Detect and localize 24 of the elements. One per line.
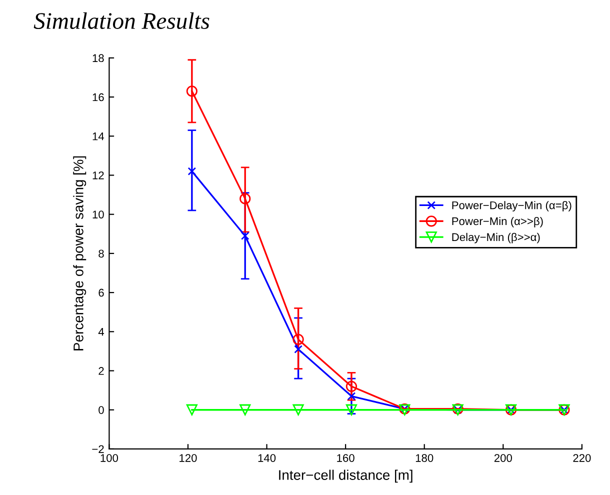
y-tick-label: 12 [92,171,104,180]
y-tick-label: 2 [98,367,104,375]
y-axis-title: Percentage of power saving [%] [73,156,86,350]
y-tick-label: 6 [98,288,104,297]
legend-label: Power−Min (α>>β) [452,216,543,228]
chart-title: Simulation Results [34,12,210,30]
legend-label: Power−Delay−Min (α=β) [452,201,572,212]
x-tick-label: 140 [258,454,276,462]
x-tick-label: 100 [100,454,118,462]
y-tick-label: 4 [98,328,104,336]
x-tick-label: 220 [573,454,591,462]
y-tick-label: 16 [92,93,104,102]
x-axis-title: Inter−cell distance [m] [279,470,412,483]
y-tick-label: 0 [98,406,104,414]
y-tick-label: 14 [92,132,104,140]
x-tick-label: 180 [416,454,434,462]
x-tick-label: 160 [337,454,354,462]
y-tick-label: −2 [92,445,104,453]
y-tick-label: 18 [92,54,104,62]
y-tick-label: 8 [98,250,104,258]
x-tick-label: 200 [494,454,512,462]
x-tick-label: 120 [180,454,197,462]
legend-label: Delay−Min (β>>α) [452,232,540,244]
y-tick-label: 10 [92,210,104,218]
